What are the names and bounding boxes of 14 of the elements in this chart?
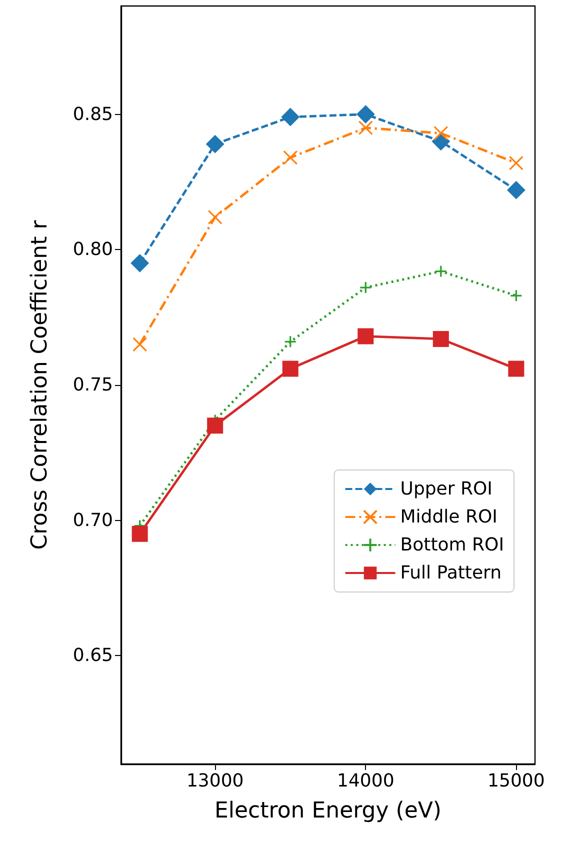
x-tick-label: 14000 bbox=[337, 770, 394, 792]
y-tick-label: 0.80 bbox=[72, 239, 113, 260]
legend-label: Upper ROI bbox=[400, 478, 492, 500]
legend-label: Bottom ROI bbox=[400, 534, 504, 556]
legend-label: Full Pattern bbox=[400, 562, 502, 584]
x-tick-label: 13000 bbox=[186, 770, 244, 792]
y-tick-label: 0.85 bbox=[72, 104, 113, 125]
y-axis-title: Cross Correlation Coefficient r bbox=[28, 219, 52, 550]
x-axis-title: Electron Energy (eV) bbox=[214, 798, 442, 824]
y-tick-label: 0.75 bbox=[72, 374, 113, 396]
x-tick-label: 15000 bbox=[488, 770, 545, 792]
legend-label: Middle ROI bbox=[400, 506, 498, 528]
y-tick-label: 0.65 bbox=[72, 645, 113, 666]
y-tick-label: 0.70 bbox=[72, 510, 113, 531]
